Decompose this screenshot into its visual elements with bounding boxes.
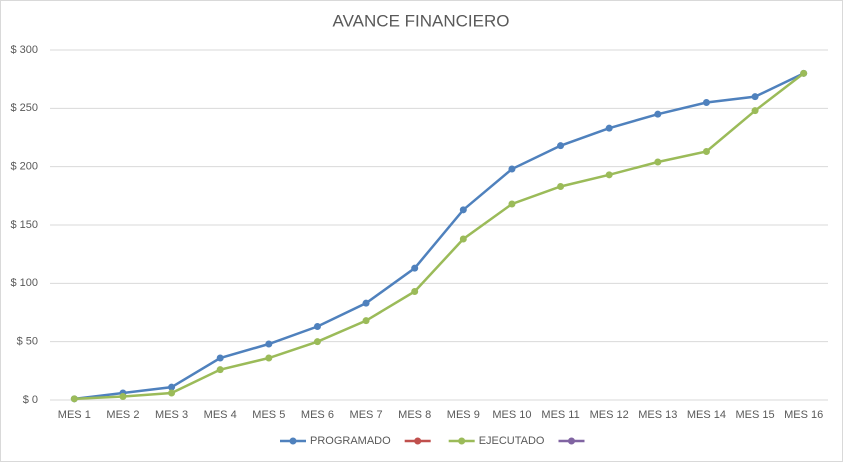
y-tick-label: $ 100 (10, 277, 38, 289)
data-point (168, 389, 176, 397)
x-tick-label: MES 3 (155, 409, 188, 421)
data-point (459, 235, 467, 243)
data-point (557, 142, 565, 150)
x-tick-label: MES 5 (252, 409, 285, 421)
data-point (702, 99, 710, 106)
data-point (168, 383, 176, 391)
data-point (362, 299, 370, 307)
data-point (216, 366, 224, 374)
legend-marker (414, 437, 422, 445)
data-point (265, 354, 273, 362)
data-point (313, 338, 321, 346)
x-tick-label: MES 12 (590, 409, 629, 421)
data-point (508, 165, 516, 173)
x-tick-label: MES 7 (350, 409, 383, 421)
data-point (362, 317, 370, 325)
data-point (70, 395, 78, 403)
x-tick-label: MES 10 (492, 409, 531, 421)
x-tick-label: MES 16 (784, 409, 823, 421)
x-tick-label: MES 2 (106, 409, 139, 421)
y-tick-label: $ 300 (10, 44, 38, 56)
series-line (74, 72, 805, 401)
legend-marker (289, 437, 297, 445)
data-point (800, 69, 808, 77)
legend-marker (568, 437, 575, 445)
x-tick-label: MES 15 (735, 409, 774, 421)
chart-title: AVANCE FINANCIERO (333, 11, 510, 30)
data-point (119, 393, 127, 400)
data-point (751, 107, 759, 115)
legend-label: PROGRAMADO (310, 435, 391, 447)
legend-marker (458, 437, 466, 445)
data-point (654, 158, 662, 166)
legend-label: EJECUTADO (479, 435, 545, 447)
y-tick-label: $ 50 (17, 336, 38, 348)
x-tick-label: MES 9 (447, 409, 480, 421)
data-point (605, 124, 613, 132)
y-tick-label: $ 0 (23, 394, 38, 406)
data-point (313, 323, 321, 330)
x-tick-label: MES 13 (638, 409, 677, 421)
x-tick-label: MES 6 (301, 409, 334, 421)
data-point (216, 354, 224, 362)
x-tick-label: MES 14 (687, 409, 726, 421)
data-point (411, 264, 419, 272)
y-tick-label: $ 200 (10, 161, 38, 173)
data-point (508, 200, 516, 208)
data-point (751, 93, 759, 101)
data-point (654, 110, 662, 118)
y-tick-label: $ 250 (10, 102, 38, 114)
x-tick-label: MES 1 (58, 409, 91, 421)
x-tick-label: MES 11 (541, 409, 579, 421)
y-tick-label: $ 150 (10, 219, 38, 231)
data-point (702, 148, 710, 155)
series-line (74, 72, 805, 401)
x-tick-label: MES 8 (398, 409, 431, 421)
data-point (605, 171, 613, 179)
x-tick-label: MES 4 (204, 409, 237, 421)
data-point (459, 206, 467, 214)
data-point (411, 288, 419, 295)
data-point (557, 183, 565, 190)
data-point (265, 340, 273, 348)
